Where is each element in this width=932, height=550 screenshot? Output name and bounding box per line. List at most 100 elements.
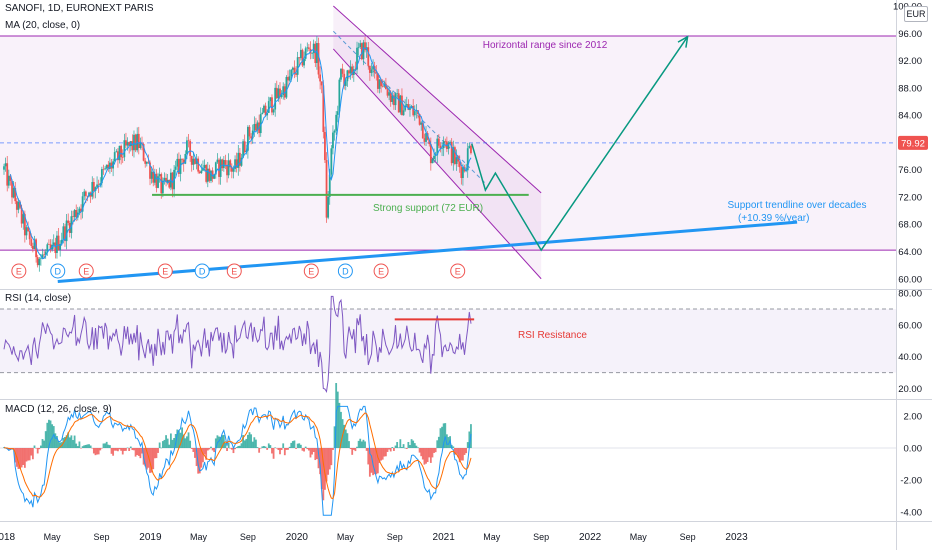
time-tick-label: May — [630, 532, 648, 542]
histogram-bar — [327, 448, 330, 475]
histogram-bar — [338, 402, 341, 448]
histogram-bar — [64, 436, 66, 448]
histogram-bar — [344, 429, 347, 448]
histogram-bar — [330, 448, 333, 466]
histogram-bar — [125, 448, 127, 451]
time-tick-label: Sep — [387, 532, 403, 542]
histogram-bar — [288, 446, 291, 448]
candle-body — [324, 132, 326, 161]
macd-line — [3, 405, 472, 516]
candle-body — [401, 95, 403, 116]
histogram-bar — [68, 437, 71, 448]
histogram-bar — [291, 441, 294, 448]
candle-body — [109, 162, 111, 169]
histogram-bar — [107, 444, 110, 448]
candle-body — [412, 105, 415, 116]
histogram-bar — [216, 435, 219, 448]
histogram-bar — [271, 448, 273, 454]
candle-body — [283, 86, 286, 98]
histogram-bar — [213, 448, 216, 453]
histogram-bar — [139, 448, 142, 459]
histogram-bar — [322, 448, 325, 501]
histogram-bar — [149, 448, 151, 473]
candle-body — [118, 145, 121, 161]
histogram-bar — [267, 443, 270, 448]
histogram-bar — [296, 443, 299, 448]
histogram-bar — [190, 448, 193, 449]
histogram-bar — [442, 423, 445, 448]
marker-letter: E — [378, 267, 384, 277]
histogram-bar — [52, 426, 55, 448]
marker-circle — [337, 263, 353, 279]
histogram-bar — [19, 448, 21, 469]
candle-body — [117, 151, 119, 161]
histogram-bar — [447, 437, 450, 448]
candle-body — [272, 109, 275, 113]
histogram-bar — [121, 448, 124, 455]
candle-body — [36, 257, 39, 266]
candle-body — [247, 126, 249, 151]
candle-body — [250, 136, 253, 139]
histogram-bar — [299, 444, 302, 448]
histogram-bar — [266, 448, 269, 450]
histogram-bar — [409, 445, 411, 448]
histogram-bar — [155, 448, 158, 459]
candle-body — [147, 161, 150, 163]
histogram-bar — [110, 448, 113, 454]
histogram-bar — [176, 429, 179, 448]
histogram-bar — [224, 442, 227, 448]
histogram-bar — [31, 448, 34, 460]
histogram-bar — [72, 440, 74, 448]
histogram-bar — [57, 441, 60, 448]
candle-body — [161, 180, 164, 194]
candle-body — [327, 196, 330, 218]
price-tick-label: 60.00 — [898, 274, 922, 285]
candle-body — [33, 239, 36, 250]
candle-body — [259, 114, 262, 134]
candle-body — [153, 173, 156, 183]
histogram-bar — [202, 448, 204, 463]
candle-body — [314, 43, 317, 64]
candle-body — [303, 58, 305, 66]
time-tick-label: 2020 — [286, 532, 309, 543]
histogram-bar — [65, 435, 68, 448]
histogram-bar — [221, 435, 224, 448]
candle-body — [80, 208, 82, 212]
candle-body — [436, 138, 439, 156]
time-tick-label: Sep — [93, 532, 109, 542]
histogram-bar — [468, 431, 471, 448]
histogram-bar — [153, 448, 156, 459]
histogram-bar — [295, 448, 297, 449]
histogram-bar — [187, 432, 190, 448]
candle-body — [266, 112, 269, 116]
candle-body — [274, 87, 277, 110]
histogram-bar — [27, 448, 29, 461]
histogram-bar — [285, 448, 288, 450]
candle-body — [166, 179, 169, 183]
candle-body — [385, 83, 387, 90]
histogram-bar — [441, 426, 443, 448]
candle-body — [100, 169, 103, 184]
candle-body — [291, 67, 294, 70]
histogram-bar — [56, 436, 58, 448]
histogram-bar — [113, 448, 116, 451]
histogram-bar — [54, 433, 57, 448]
candle-body — [409, 108, 411, 110]
currency-button[interactable]: EUR — [904, 6, 928, 22]
candle-body — [232, 168, 235, 172]
candle-body — [418, 114, 421, 125]
candle-body — [28, 230, 31, 240]
candle-body — [319, 74, 322, 82]
histogram-bar — [433, 448, 435, 453]
candle-body — [163, 177, 166, 181]
macd-tick-label: 0.00 — [904, 444, 923, 455]
histogram-bar — [255, 439, 257, 448]
price-tick-label: 92.00 — [898, 56, 922, 67]
candle-body — [226, 164, 228, 176]
macd-tick-label: -2.00 — [900, 476, 922, 487]
candle-body — [224, 160, 227, 165]
candle-body — [54, 242, 57, 253]
histogram-bar — [431, 448, 434, 458]
time-tick-label: 2018 — [0, 532, 16, 543]
